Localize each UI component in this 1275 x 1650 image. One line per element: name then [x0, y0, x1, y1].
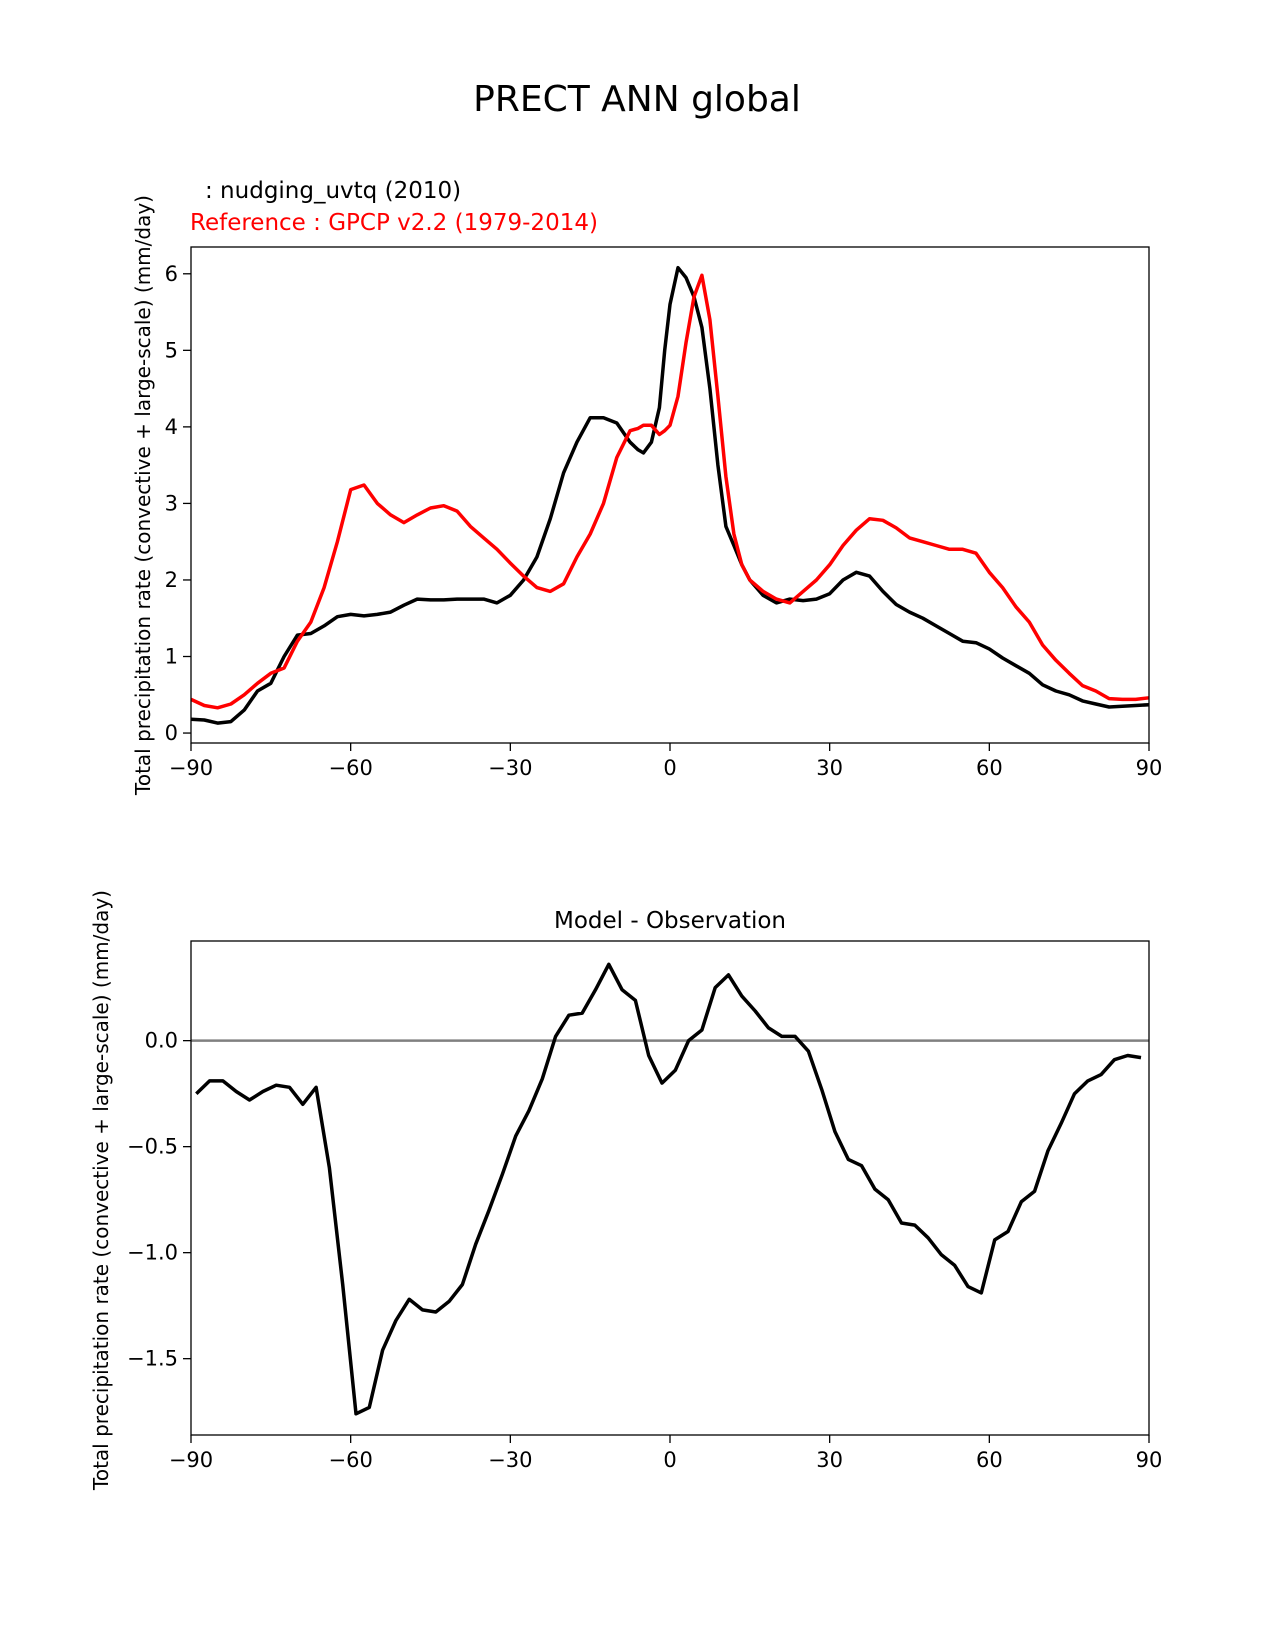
x-tick-label: 0	[663, 1448, 676, 1472]
bottom-y-axis-label: Total precipitation rate (convective + l…	[89, 890, 113, 1491]
y-tick-label: 4	[165, 415, 178, 439]
y-tick-label: 0	[165, 721, 178, 745]
bottom-ticks: −90 −60 −30 0 30 60 90 0.0 −0.5 −1.0 −1.5	[127, 1029, 1162, 1472]
top-y-axis-label: Total precipitation rate (convective + l…	[131, 195, 155, 796]
top-plot-frame	[190, 246, 1150, 744]
bottom-plot-frame	[190, 940, 1150, 1436]
x-tick-label: 30	[816, 1448, 843, 1472]
x-tick-label: −60	[329, 756, 373, 780]
y-tick-label: 0.0	[145, 1029, 178, 1053]
reference-subtitle: Reference : GPCP v2.2 (1979-2014)	[190, 210, 598, 236]
y-tick-label: 6	[165, 262, 178, 286]
x-tick-label: 30	[816, 756, 843, 780]
y-tick-label: −1.0	[127, 1241, 178, 1265]
x-tick-label: −60	[329, 1448, 373, 1472]
series-line-model	[190, 265, 1150, 725]
y-tick-label: 5	[165, 338, 178, 362]
model-subtitle: : nudging_uvtq (2010)	[205, 178, 461, 204]
series-line-reference	[190, 273, 1150, 710]
bottom-title: Model - Observation	[554, 908, 786, 934]
top-panel: : nudging_uvtq (2010) Reference : GPCP v…	[131, 178, 1162, 796]
top-ticks: −90 −60 −30 0 30 60 90 0 1 2 3 4 5 6	[165, 262, 1163, 780]
top-series	[190, 265, 1150, 725]
series-line-difference	[195, 962, 1142, 1416]
y-tick-label: −0.5	[127, 1135, 178, 1159]
x-tick-label: −30	[488, 1448, 532, 1472]
x-tick-label: 90	[1136, 1448, 1163, 1472]
bottom-panel: Model - Observation Total precipitation …	[89, 890, 1162, 1491]
figure-title: PRECT ANN global	[473, 79, 801, 120]
x-tick-label: 90	[1136, 756, 1163, 780]
y-tick-label: 3	[165, 491, 178, 515]
x-tick-label: −90	[169, 1448, 213, 1472]
x-tick-label: −30	[488, 756, 532, 780]
y-tick-label: 2	[165, 568, 178, 592]
x-tick-label: 60	[976, 1448, 1003, 1472]
x-tick-label: 0	[663, 756, 676, 780]
y-tick-label: −1.5	[127, 1347, 178, 1371]
y-tick-label: 1	[165, 645, 178, 669]
x-tick-label: 60	[976, 756, 1003, 780]
bottom-series	[195, 962, 1142, 1416]
x-tick-label: −90	[169, 756, 213, 780]
